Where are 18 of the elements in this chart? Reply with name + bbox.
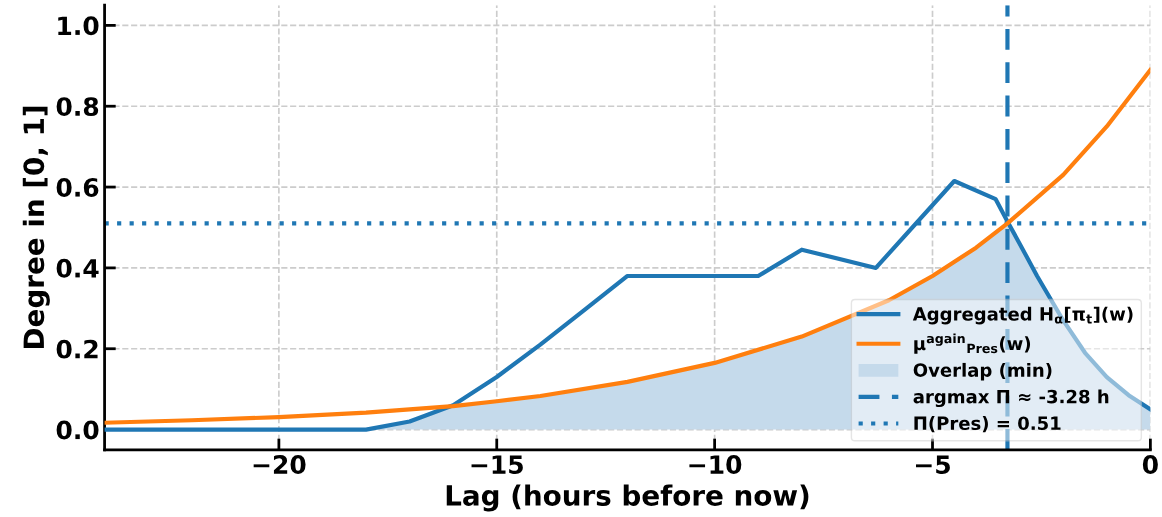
y-tick-label: 0.0	[56, 420, 99, 440]
x-tick-label: −5	[915, 455, 950, 474]
legend-label: Overlap (min)	[913, 362, 1052, 381]
legend-label: Π(Pres) = 0.51	[914, 416, 1061, 433]
y-tick-label: 0.4	[56, 258, 99, 278]
x-axis-title: Lag (hours before now)	[446, 484, 809, 512]
y-axis-title: Degree in [0, 1]	[22, 106, 50, 348]
x-tick-label: −10	[689, 455, 742, 474]
y-tick-label: 0.6	[56, 178, 99, 197]
x-tick-label: 0	[1142, 455, 1158, 474]
y-tick-label: 1.0	[58, 16, 99, 36]
y-tick-label: 0.8	[56, 97, 99, 117]
legend-label: Aggregated H$_{α}$[π$_{t}$](w)	[912, 306, 1133, 325]
legend-label: μ$^{again}$$_{Pres}$(w)	[914, 333, 1031, 354]
ref-line-label: argmax Π ≈ -3.28 h	[913, 389, 1109, 408]
y-tick-label: 0.2	[56, 339, 98, 359]
x-tick-label: −20	[253, 455, 306, 474]
x-tick-label: −15	[471, 455, 523, 474]
